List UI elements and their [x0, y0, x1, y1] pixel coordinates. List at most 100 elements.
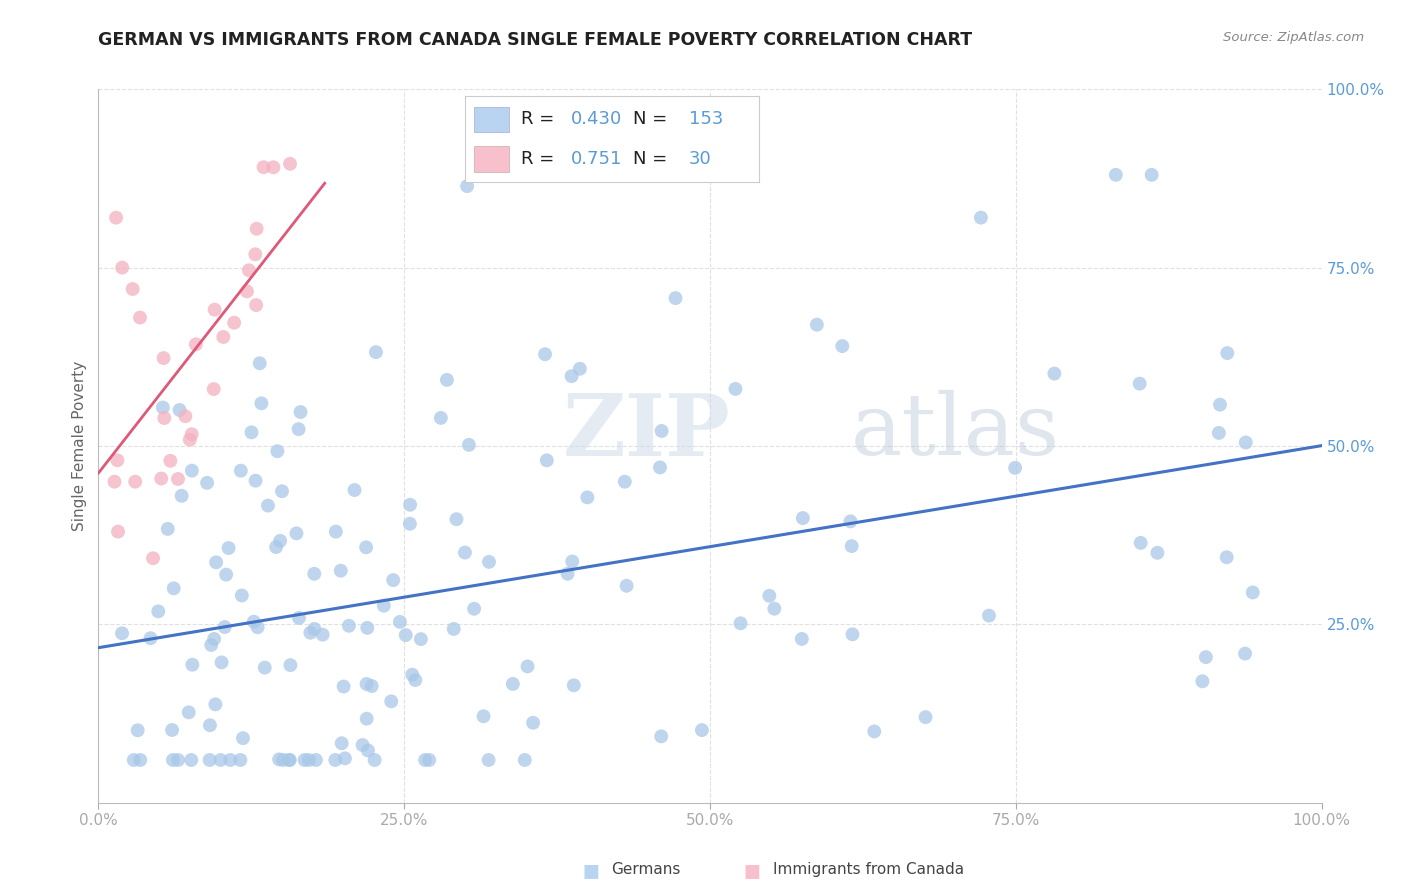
- Point: [382, 573, 405, 587]
- Point: [1209, 398, 1232, 412]
- Point: [914, 710, 936, 724]
- Point: [651, 424, 673, 438]
- Point: [522, 715, 544, 730]
- Point: [329, 564, 352, 578]
- Text: GERMAN VS IMMIGRANTS FROM CANADA SINGLE FEMALE POVERTY CORRELATION CHART: GERMAN VS IMMIGRANTS FROM CANADA SINGLE …: [98, 31, 973, 49]
- Point: [790, 632, 813, 646]
- Point: [163, 582, 186, 596]
- Point: [664, 291, 686, 305]
- Point: [127, 723, 149, 738]
- Point: [278, 753, 301, 767]
- Point: [516, 659, 538, 673]
- Point: [970, 211, 993, 225]
- Point: [724, 382, 747, 396]
- Y-axis label: Single Female Poverty: Single Female Poverty: [72, 361, 87, 531]
- Point: [181, 657, 204, 672]
- Point: [730, 616, 752, 631]
- Point: [198, 753, 221, 767]
- Text: 30: 30: [689, 150, 711, 168]
- Point: [107, 524, 129, 539]
- Bar: [474, 107, 509, 132]
- Point: [298, 753, 321, 767]
- Point: [360, 679, 382, 693]
- Point: [1043, 367, 1066, 381]
- Point: [214, 620, 236, 634]
- Point: [266, 444, 288, 458]
- Point: [160, 723, 183, 737]
- Point: [806, 318, 828, 332]
- Point: [170, 489, 193, 503]
- Point: [285, 526, 308, 541]
- Point: [513, 753, 536, 767]
- Point: [977, 608, 1000, 623]
- Point: [212, 330, 235, 344]
- Text: Immigrants from Canada: Immigrants from Canada: [773, 863, 965, 877]
- Point: [148, 604, 170, 618]
- Point: [534, 347, 557, 361]
- Point: [395, 628, 418, 642]
- Point: [195, 475, 218, 490]
- Point: [354, 541, 377, 555]
- Text: 0.751: 0.751: [571, 150, 623, 168]
- Point: [758, 589, 780, 603]
- Point: [330, 736, 353, 750]
- Point: [111, 260, 134, 275]
- Point: [502, 677, 524, 691]
- Point: [122, 753, 145, 767]
- Point: [650, 730, 672, 744]
- Point: [1234, 647, 1257, 661]
- Point: [180, 464, 202, 478]
- Point: [304, 566, 326, 581]
- Point: [557, 566, 579, 581]
- Point: [238, 263, 260, 277]
- Point: [257, 499, 280, 513]
- Point: [446, 512, 468, 526]
- Point: [478, 555, 501, 569]
- Point: [211, 656, 233, 670]
- Point: [380, 694, 402, 708]
- Point: [253, 660, 276, 674]
- Point: [287, 422, 309, 436]
- Point: [288, 611, 311, 625]
- Point: [323, 753, 346, 767]
- Point: [232, 731, 254, 746]
- Text: Source: ZipAtlas.com: Source: ZipAtlas.com: [1223, 31, 1364, 45]
- Point: [763, 601, 786, 615]
- Point: [105, 211, 128, 225]
- Point: [252, 160, 274, 174]
- Point: [162, 753, 184, 767]
- Point: [150, 471, 173, 485]
- Point: [1140, 168, 1163, 182]
- Point: [240, 425, 263, 440]
- Point: [1216, 346, 1239, 360]
- Point: [174, 409, 197, 424]
- Point: [841, 539, 863, 553]
- Point: [436, 373, 458, 387]
- Point: [269, 752, 291, 766]
- Point: [357, 743, 380, 757]
- Point: [152, 401, 174, 415]
- Point: [215, 567, 238, 582]
- Point: [616, 579, 638, 593]
- Text: ZIP: ZIP: [564, 390, 731, 474]
- Point: [305, 753, 328, 767]
- Point: [262, 160, 284, 174]
- Point: [568, 361, 591, 376]
- Point: [418, 753, 440, 767]
- Point: [205, 555, 228, 569]
- Point: [1129, 376, 1152, 391]
- Point: [129, 753, 152, 767]
- Point: [180, 753, 202, 767]
- Point: [333, 751, 356, 765]
- Point: [401, 667, 423, 681]
- Point: [1215, 550, 1237, 565]
- Point: [477, 753, 499, 767]
- Point: [399, 498, 422, 512]
- Point: [198, 718, 221, 732]
- Point: [167, 472, 190, 486]
- Text: N =: N =: [633, 111, 672, 128]
- Point: [142, 551, 165, 566]
- Point: [111, 626, 134, 640]
- Point: [1234, 435, 1257, 450]
- Point: [456, 179, 478, 194]
